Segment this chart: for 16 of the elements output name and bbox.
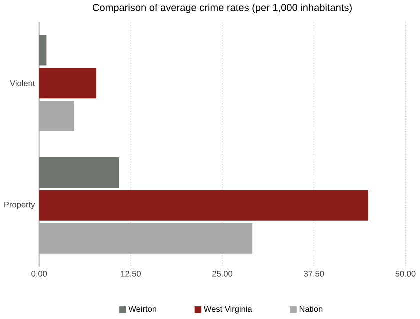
bar	[39, 101, 75, 132]
legend-label: Nation	[300, 306, 323, 312]
bar	[39, 158, 120, 188]
x-tick-label: 12.50	[121, 271, 141, 278]
y-tick-label: Violent	[10, 80, 36, 87]
legend-label: Weirton	[128, 306, 156, 312]
chart-title: Comparison of average crime rates (per 1,000 inhabitants)	[92, 4, 352, 14]
y-tick-label: Property	[4, 202, 36, 210]
x-tick-label: 0.00	[32, 271, 48, 278]
x-tick-label: 25.00	[212, 271, 233, 278]
bar	[39, 190, 368, 222]
bar	[39, 35, 47, 66]
x-tick-label: 37.50	[304, 271, 324, 278]
bar	[39, 68, 97, 99]
legend-label: West Virginia	[204, 306, 252, 314]
x-tick-label: 50.00	[396, 271, 416, 278]
